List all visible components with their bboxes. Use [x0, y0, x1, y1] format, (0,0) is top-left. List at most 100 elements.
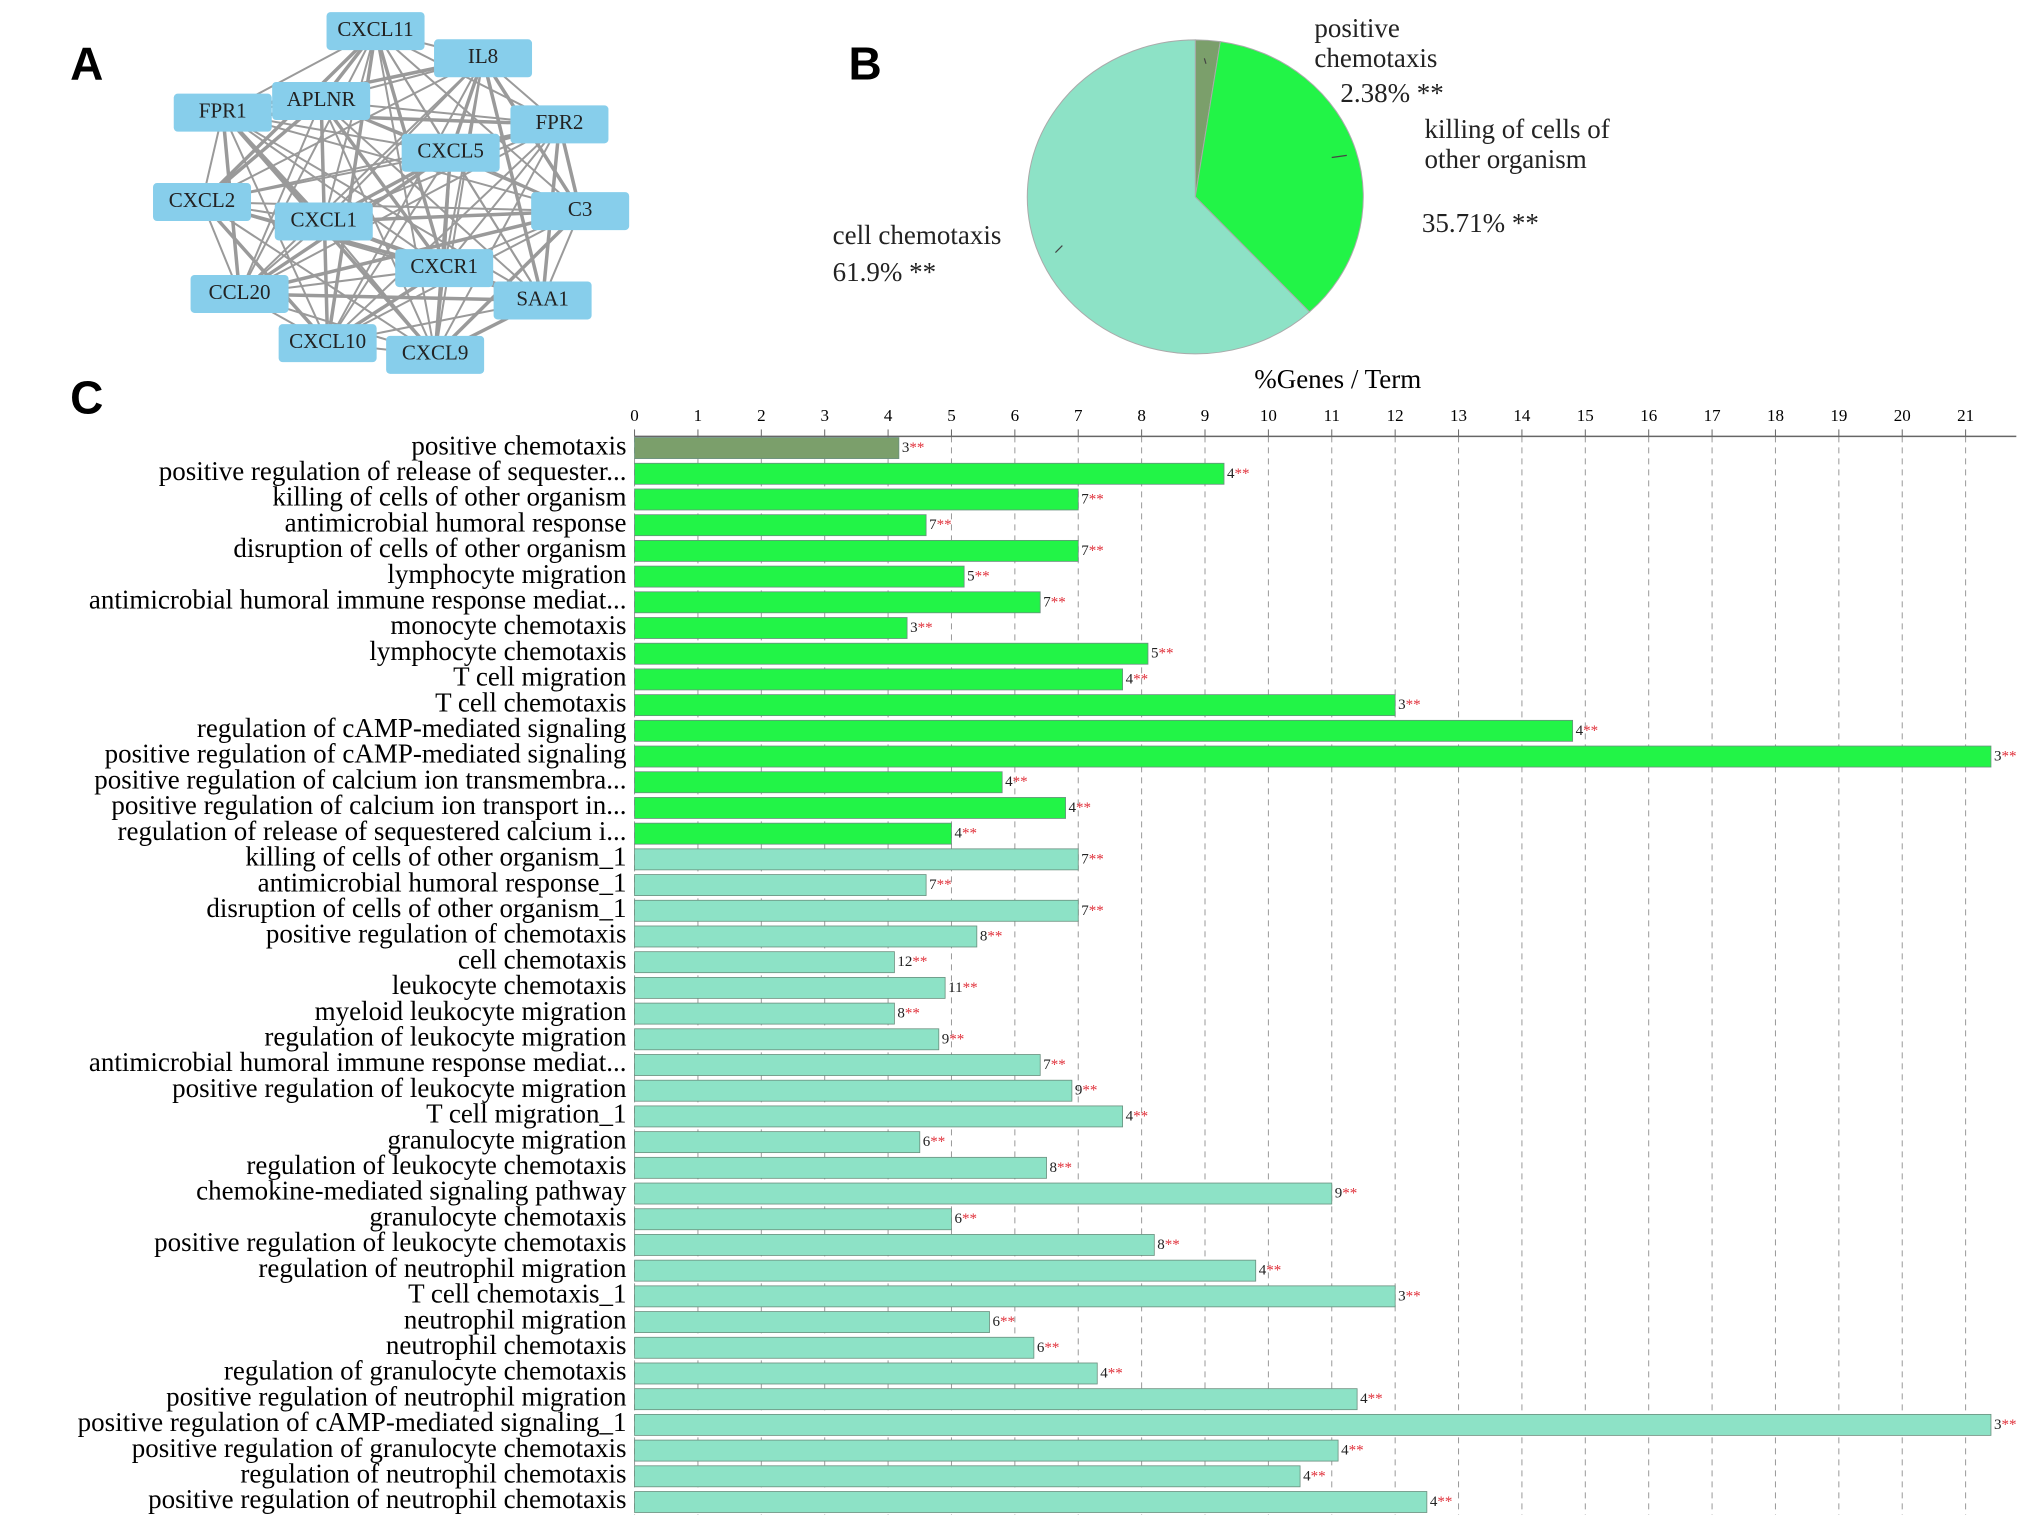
x-tick-label: 20 [1894, 406, 1911, 425]
count-value: 3 [910, 620, 918, 636]
bar [634, 1362, 1098, 1385]
significance: ** [918, 620, 933, 636]
x-axis-title: %Genes / Term [1254, 364, 1421, 394]
network-edge [443, 123, 561, 269]
count-label: 7** [1081, 492, 1104, 508]
significance: ** [1089, 543, 1104, 559]
network-node [272, 82, 371, 121]
x-tick-label: 19 [1830, 406, 1847, 425]
network-node [274, 202, 373, 241]
significance: ** [1044, 1340, 1059, 1356]
count-label: 7** [1043, 1057, 1066, 1073]
network-node [531, 192, 630, 231]
y-tick-label: positive regulation of neutrophil chemot… [148, 1484, 626, 1514]
y-tick-label: neutrophil migration [404, 1304, 627, 1334]
network-edge [239, 292, 543, 303]
y-tick-label: positive regulation of release of seques… [159, 456, 627, 486]
network-node [190, 274, 289, 313]
bar [634, 1156, 1047, 1179]
count-label: 6** [1037, 1340, 1060, 1356]
y-tick-label: T cell chemotaxis_1 [408, 1279, 626, 1309]
count-label: 8** [897, 1006, 920, 1022]
x-tick-label: 14 [1513, 406, 1531, 425]
x-tick-label: 2 [757, 406, 766, 425]
count-value: 3 [1994, 1417, 2002, 1433]
count-label: 5** [967, 569, 990, 585]
network-node [386, 335, 485, 374]
count-label: 9** [1075, 1083, 1098, 1099]
x-tick-label: 8 [1137, 406, 1146, 425]
count-value: 7 [1081, 852, 1089, 868]
y-tick-label: disruption of cells of other organism_1 [206, 893, 626, 923]
bar [634, 565, 965, 588]
count-label: 4** [1126, 1109, 1149, 1125]
count-value: 7 [929, 878, 937, 894]
count-label: 4** [1360, 1392, 1383, 1408]
count-value: 4 [1430, 1494, 1438, 1510]
count-label: 7** [929, 518, 952, 534]
significance: ** [1089, 903, 1104, 919]
y-tick-label: positive regulation of calcium ion trans… [111, 790, 626, 820]
bar [634, 874, 927, 896]
network-edge [201, 123, 560, 203]
network-node [173, 93, 272, 132]
x-tick-label: 4 [884, 406, 893, 425]
y-tick-label: lymphocyte chemotaxis [369, 636, 626, 666]
significance: ** [1235, 466, 1250, 482]
bar [634, 1413, 1992, 1436]
count-value: 8 [980, 929, 988, 945]
network-node [401, 133, 500, 172]
count-value: 4 [1126, 1109, 1134, 1125]
count-value: 7 [1081, 903, 1089, 919]
panel-label: A [70, 37, 103, 89]
network-edge [239, 123, 560, 295]
network-node [434, 39, 533, 78]
x-tick-label: 10 [1260, 406, 1277, 425]
y-tick-label: positive regulation of cAMP-mediated sig… [78, 1407, 627, 1437]
bar [634, 488, 1079, 511]
count-value: 6 [992, 1315, 1000, 1331]
count-value: 7 [1043, 1057, 1051, 1073]
count-value: 7 [929, 518, 937, 534]
x-tick-label: 17 [1704, 406, 1722, 425]
count-value: 9 [942, 1032, 950, 1048]
significance: ** [1311, 1469, 1326, 1485]
network-edge [222, 111, 445, 269]
network-node [153, 183, 252, 222]
count-value: 5 [967, 569, 975, 585]
y-tick-label: disruption of cells of other organism [233, 533, 626, 563]
significance: ** [975, 569, 990, 585]
bar [634, 976, 946, 999]
count-label: 11** [948, 980, 977, 996]
y-tick-label: antimicrobial humoral immune response me… [89, 585, 627, 615]
count-label: 7** [1081, 543, 1104, 559]
bar [634, 822, 952, 845]
y-tick-label: neutrophil chemotaxis [386, 1330, 627, 1360]
significance: ** [1051, 595, 1066, 611]
pie-label: cell chemotaxis [832, 220, 1002, 251]
count-label: 6** [992, 1315, 1015, 1331]
count-value: 11 [948, 980, 962, 996]
network-node [278, 324, 377, 363]
count-value: 6 [1037, 1340, 1045, 1356]
y-tick-label: antimicrobial humoral immune response me… [89, 1047, 627, 1077]
significance: ** [1165, 1237, 1180, 1253]
count-value: 3 [1994, 749, 2002, 765]
pie-label: killing of cells of other organism [1424, 113, 1610, 174]
y-tick-label: lymphocyte migration [387, 559, 627, 589]
x-tick-label: 13 [1450, 406, 1467, 425]
bar [634, 1131, 921, 1154]
significance: ** [1583, 723, 1598, 739]
count-label: 3** [1398, 1289, 1421, 1305]
network-edge [238, 57, 484, 295]
bar [634, 694, 1396, 717]
bar [634, 719, 1574, 742]
count-label: 4** [1100, 1366, 1123, 1382]
significance: ** [1368, 1392, 1383, 1408]
count-label: 12** [897, 955, 927, 971]
x-tick-label: 9 [1201, 406, 1210, 425]
bar [634, 1208, 952, 1231]
y-tick-label: leukocyte chemotaxis [392, 970, 627, 1000]
panel-label: C [70, 372, 103, 424]
